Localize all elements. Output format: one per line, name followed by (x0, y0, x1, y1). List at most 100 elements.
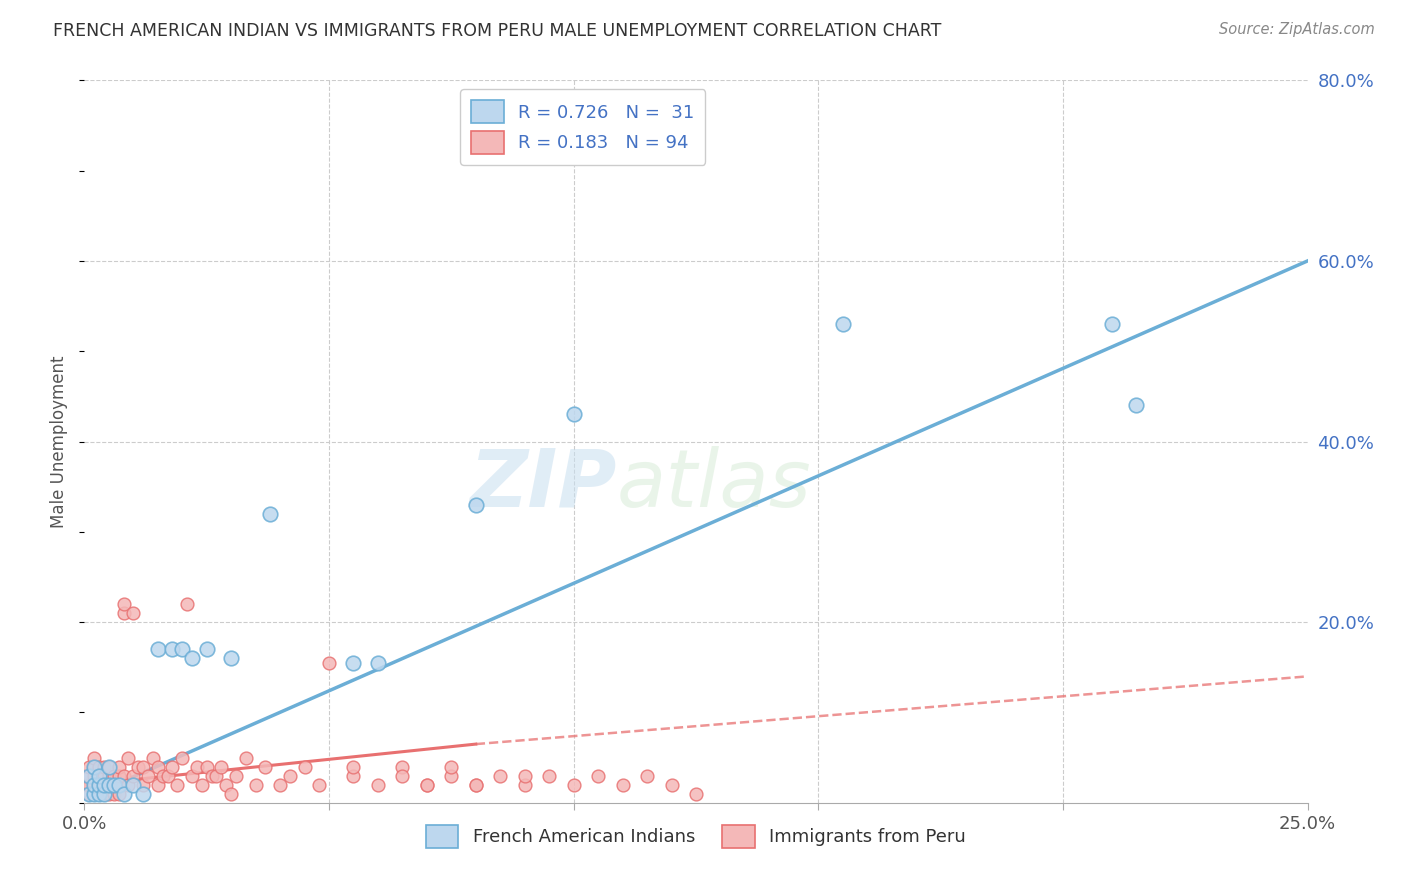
Point (562, 778, 585, 792)
Point (87, 778, 110, 792)
Point (83, 760, 105, 774)
Point (176, 597, 198, 611)
Point (107, 787, 129, 801)
Text: atlas: atlas (616, 446, 811, 524)
Point (87, 787, 110, 801)
Point (107, 769, 129, 783)
Point (636, 769, 658, 783)
Point (254, 760, 277, 774)
Point (77, 769, 100, 783)
Point (219, 651, 242, 665)
Point (308, 778, 330, 792)
Point (342, 760, 364, 774)
Point (83, 787, 105, 801)
Point (342, 656, 364, 670)
Point (122, 778, 145, 792)
Point (112, 597, 135, 611)
Point (103, 769, 125, 783)
Point (87, 787, 110, 801)
Text: Source: ZipAtlas.com: Source: ZipAtlas.com (1219, 22, 1375, 37)
Point (83, 769, 105, 783)
Point (87, 760, 110, 774)
Point (136, 769, 159, 783)
Point (367, 778, 389, 792)
Point (127, 760, 149, 774)
Point (278, 769, 301, 783)
Point (440, 769, 463, 783)
Point (83, 778, 105, 792)
Point (122, 769, 145, 783)
Point (97, 778, 120, 792)
Point (146, 760, 169, 774)
Point (83, 778, 105, 792)
Point (661, 778, 683, 792)
Point (513, 778, 536, 792)
Point (107, 778, 129, 792)
Point (200, 769, 222, 783)
Point (1101, 317, 1123, 331)
Point (77, 760, 100, 774)
Point (464, 778, 486, 792)
Point (166, 778, 188, 792)
Point (209, 760, 232, 774)
Point (464, 498, 486, 512)
Point (146, 778, 169, 792)
Point (93, 769, 115, 783)
Point (215, 778, 238, 792)
Point (162, 760, 184, 774)
Point (195, 642, 218, 657)
Legend: French American Indians, Immigrants from Peru: French American Indians, Immigrants from… (419, 818, 973, 855)
Point (117, 750, 139, 764)
Point (191, 778, 214, 792)
Point (87, 769, 110, 783)
Point (93, 787, 115, 801)
Point (586, 769, 609, 783)
Point (464, 778, 486, 792)
Point (103, 778, 125, 792)
Point (831, 317, 853, 331)
Point (562, 408, 585, 422)
Point (162, 642, 184, 657)
Text: FRENCH AMERICAN INDIAN VS IMMIGRANTS FROM PERU MALE UNEMPLOYMENT CORRELATION CHA: FRENCH AMERICAN INDIAN VS IMMIGRANTS FRO… (53, 22, 942, 40)
Point (97, 769, 120, 783)
Point (93, 778, 115, 792)
Point (342, 769, 364, 783)
Point (513, 769, 536, 783)
Point (132, 778, 155, 792)
Point (489, 769, 512, 783)
Point (172, 750, 194, 764)
Point (152, 769, 174, 783)
Point (87, 787, 110, 801)
Point (181, 769, 204, 783)
Point (97, 778, 120, 792)
Point (132, 787, 155, 801)
Point (416, 778, 439, 792)
Point (225, 769, 247, 783)
Point (103, 787, 125, 801)
Point (391, 769, 413, 783)
Point (87, 778, 110, 792)
Point (132, 760, 155, 774)
Point (107, 760, 129, 774)
Point (103, 778, 125, 792)
Point (172, 642, 194, 657)
Point (219, 787, 242, 801)
Point (107, 778, 129, 792)
Point (112, 787, 135, 801)
Point (93, 760, 115, 774)
Point (245, 778, 267, 792)
Point (83, 778, 105, 792)
Point (195, 760, 218, 774)
Point (440, 760, 463, 774)
Point (269, 778, 291, 792)
Point (318, 656, 340, 670)
Point (77, 769, 100, 783)
Point (186, 760, 208, 774)
Point (235, 750, 257, 764)
Point (1125, 398, 1147, 412)
Point (538, 769, 561, 783)
Point (97, 760, 120, 774)
Point (259, 507, 281, 521)
Point (416, 778, 439, 792)
Point (294, 760, 316, 774)
